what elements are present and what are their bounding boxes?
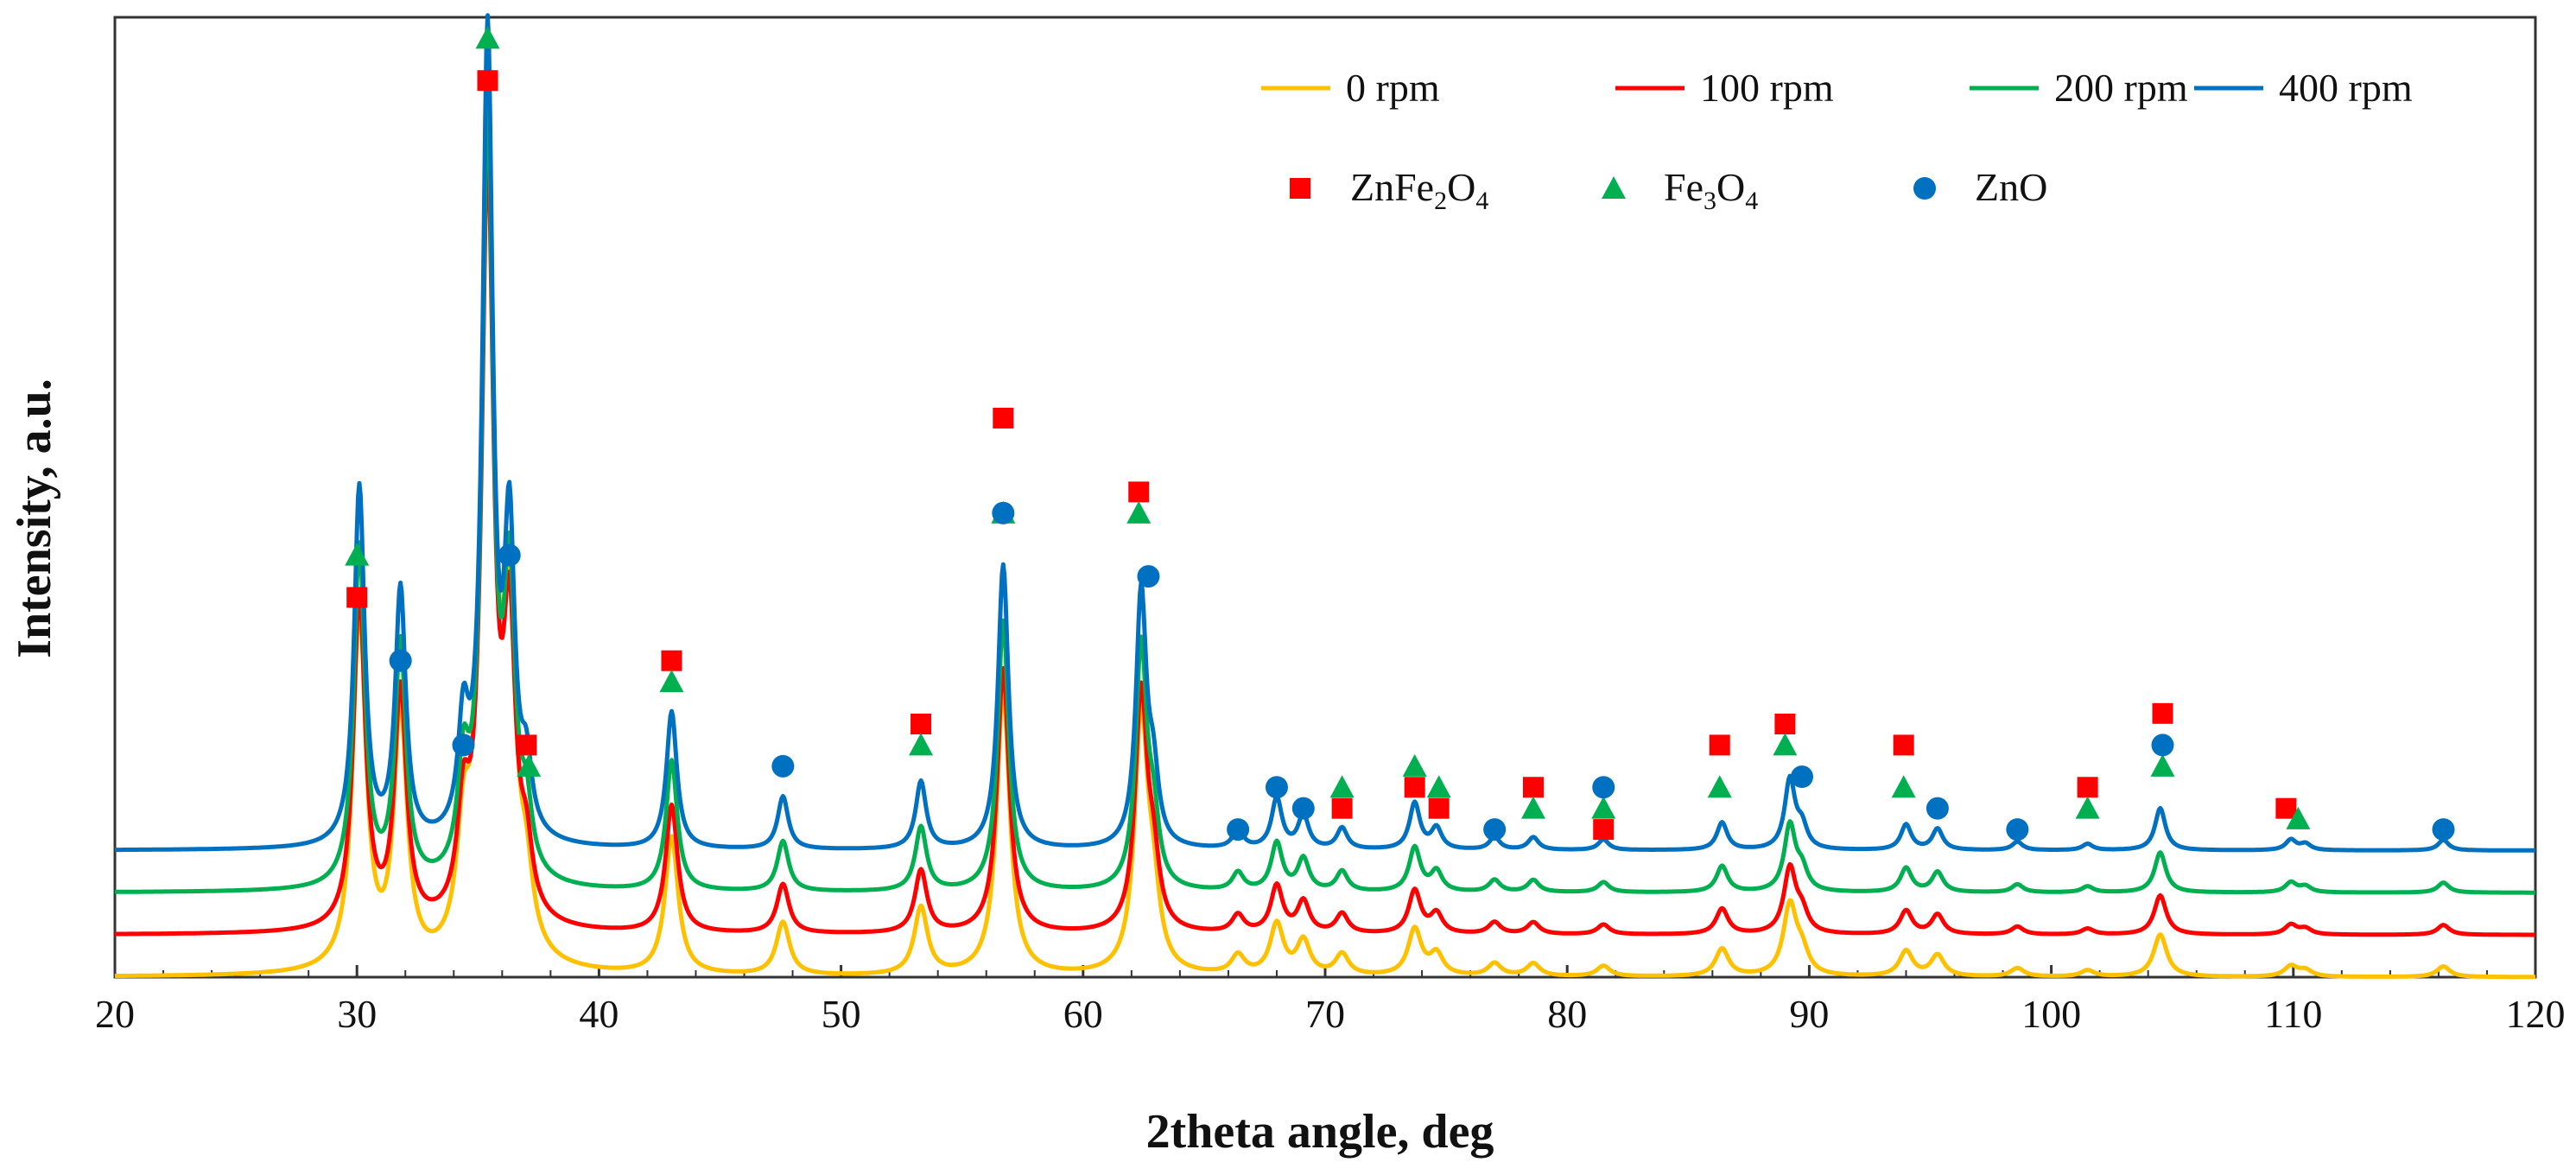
marker-ZnFe2O4 <box>477 70 498 92</box>
marker-ZnO <box>452 734 475 757</box>
legend-marker <box>1290 178 1310 199</box>
x-tick-label: 30 <box>337 992 377 1036</box>
legend-label: 100 rpm <box>1700 66 1834 110</box>
legend-label: ZnO <box>1975 165 2047 209</box>
marker-Fe3O4 <box>2150 753 2175 777</box>
marker-ZnO <box>992 501 1015 524</box>
legend-label: 0 rpm <box>1346 66 1440 110</box>
marker-Fe3O4 <box>909 733 934 756</box>
marker-ZnO <box>389 649 412 672</box>
marker-ZnFe2O4 <box>1774 713 1796 734</box>
x-tick-label: 50 <box>822 992 861 1036</box>
x-tick-label: 70 <box>1305 992 1345 1036</box>
marker-ZnO <box>1926 797 1949 820</box>
marker-ZnFe2O4 <box>993 407 1014 429</box>
legend-marker <box>1913 177 1936 200</box>
marker-ZnO <box>2006 818 2029 842</box>
marker-ZnFe2O4 <box>2077 777 2098 798</box>
legend-label: Fe3O4 <box>1664 165 1758 215</box>
marker-ZnFe2O4 <box>1128 481 1150 503</box>
marker-ZnO <box>1137 565 1160 588</box>
x-tick-label: 110 <box>2264 992 2322 1036</box>
marker-Fe3O4 <box>1126 500 1152 524</box>
marker-Fe3O4 <box>1329 775 1355 798</box>
legend-label: ZnFe2O4 <box>1350 165 1488 215</box>
marker-Fe3O4 <box>517 753 542 777</box>
x-axis-title: 2theta angle, deg <box>1146 1105 1494 1159</box>
marker-Fe3O4 <box>1426 775 1451 798</box>
marker-ZnO <box>771 754 795 778</box>
marker-ZnFe2O4 <box>1893 734 1914 756</box>
legend-label: 200 rpm <box>2054 66 2188 110</box>
legend-label: 400 rpm <box>2279 66 2413 110</box>
x-tick-label: 20 <box>95 992 135 1036</box>
x-tick-label: 80 <box>1547 992 1587 1036</box>
marker-Fe3O4 <box>1707 775 1732 798</box>
x-tick-label: 120 <box>2506 992 2566 1036</box>
marker-ZnFe2O4 <box>1709 734 1730 756</box>
marker-ZnFe2O4 <box>346 587 368 608</box>
marker-Fe3O4 <box>475 26 500 49</box>
marker-ZnO <box>1291 797 1315 820</box>
marker-ZnO <box>2432 818 2455 842</box>
marker-ZnO <box>1483 818 1507 842</box>
marker-ZnFe2O4 <box>1404 777 1425 798</box>
legend-marker <box>1602 176 1626 199</box>
axes: 20 30 40 50 60 70 80 90 100 110 120 <box>95 16 2566 1036</box>
x-tick-label: 40 <box>579 992 619 1036</box>
marker-ZnFe2O4 <box>2152 702 2173 724</box>
marker-ZnFe2O4 <box>2275 797 2297 819</box>
series-line-200-rpm <box>113 92 2537 895</box>
marker-ZnO <box>1265 776 1288 799</box>
series-lines <box>113 13 2537 980</box>
marker-Fe3O4 <box>1591 796 1616 819</box>
legend: 0 rpm 100 rpm 200 rpm 400 rpm ZnFe2O4 Fe3O4 Zn… <box>1261 66 2413 215</box>
marker-ZnO <box>1227 818 1250 842</box>
marker-Fe3O4 <box>1773 733 1798 756</box>
marker-Fe3O4 <box>1520 796 1545 819</box>
marker-Fe3O4 <box>345 543 370 566</box>
marker-Fe3O4 <box>1402 753 1427 777</box>
marker-ZnO <box>1790 765 1813 789</box>
marker-ZnFe2O4 <box>661 650 682 671</box>
x-tick-label: 90 <box>1789 992 1829 1036</box>
marker-ZnFe2O4 <box>516 734 537 756</box>
y-axis-title: Intensity, a.u. <box>8 378 61 658</box>
marker-ZnFe2O4 <box>910 713 932 734</box>
marker-Fe3O4 <box>1891 775 1916 798</box>
marker-Fe3O4 <box>2075 796 2100 819</box>
phase-markers <box>345 26 2455 842</box>
marker-ZnFe2O4 <box>1331 797 1353 819</box>
marker-Fe3O4 <box>2286 806 2311 829</box>
marker-Fe3O4 <box>659 670 684 693</box>
marker-ZnO <box>1592 776 1615 799</box>
series-line-400-rpm <box>113 13 2537 853</box>
x-tick-label: 60 <box>1063 992 1103 1036</box>
marker-ZnO <box>498 543 521 567</box>
marker-ZnFe2O4 <box>1428 797 1450 819</box>
x-tick-label: 100 <box>2021 992 2081 1036</box>
marker-ZnO <box>2151 734 2174 757</box>
marker-ZnFe2O4 <box>1522 777 1544 798</box>
marker-ZnFe2O4 <box>1593 819 1615 841</box>
